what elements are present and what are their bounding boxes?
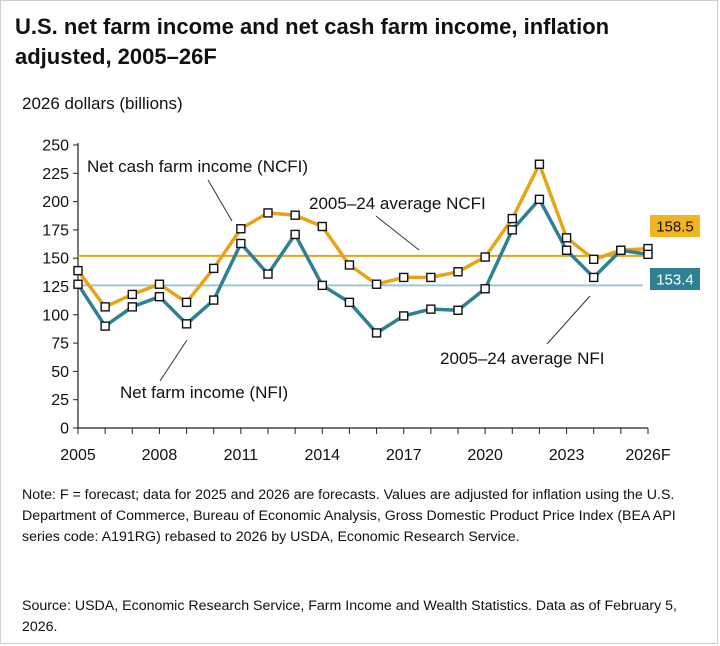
ncfi-point <box>453 267 463 277</box>
ncfi-point <box>290 210 300 220</box>
annotations: Net cash farm income (NCFI)2005–24 avera… <box>87 157 604 402</box>
axes: 0 25 50 75 100 125 150 175 200 225 250 2005 2008 2011… <box>42 138 671 465</box>
nfi-point <box>73 279 83 289</box>
ncfi-series-line <box>76 162 649 309</box>
chart-source: Source: USDA, Economic Research Service,… <box>22 598 677 635</box>
nfi-point <box>480 284 490 294</box>
ncfi-point <box>181 297 192 308</box>
ncfi-point <box>534 159 545 169</box>
nfi-point <box>263 269 273 279</box>
ncfi-point <box>73 265 83 276</box>
ncfi-point <box>589 254 599 265</box>
nfi-point <box>561 245 572 255</box>
nfi-point <box>643 249 653 260</box>
nfi-point <box>100 321 110 331</box>
chart-title: U.S. net farm income and net cash farm i… <box>15 14 610 69</box>
y-tick-label: 125 <box>42 279 69 296</box>
nfi-point <box>426 304 436 314</box>
y-tick-label: 25 <box>51 392 69 409</box>
ncfi-point <box>263 208 273 218</box>
y-tick-label: 75 <box>51 336 69 353</box>
ncfi-annotation: Net cash farm income (NCFI) <box>87 157 308 176</box>
nfi-point <box>399 311 409 321</box>
y-tick-label: 225 <box>42 166 69 183</box>
nfi-point <box>154 291 165 302</box>
y-tick-label: 250 <box>42 138 69 155</box>
avg-ncfi-annotation: 2005–24 average NCFI <box>309 194 486 213</box>
nfi-point <box>507 225 517 235</box>
avg-nfi-annotation: 2005–24 average NFI <box>440 349 604 368</box>
nfi-annotation: Net farm income (NFI) <box>120 383 288 402</box>
ncfi-point <box>344 260 355 270</box>
nfi-point <box>453 305 463 315</box>
y-tick-label: 100 <box>42 307 69 324</box>
ncfi-point <box>399 272 409 283</box>
ncfi-end-badge <box>650 215 700 237</box>
ncfi-point <box>209 263 219 274</box>
nfi-point <box>371 328 382 338</box>
x-tick-label: 2023 <box>549 447 585 464</box>
nfi-point <box>181 319 192 329</box>
avg-nfi-leader-line <box>546 295 591 345</box>
nfi-point <box>534 194 545 205</box>
ncfi-point <box>236 224 246 234</box>
nfi-end-badge <box>650 268 700 290</box>
chart-note: Note: F = forecast; data for 2025 and 20… <box>22 487 676 545</box>
ncfi-point <box>561 233 572 243</box>
nfi-point <box>127 302 137 312</box>
series-group <box>73 159 653 338</box>
end-value-labels: 158.5 153.4 <box>650 215 700 290</box>
nfi-point <box>290 229 300 240</box>
nfi-point <box>317 280 327 291</box>
x-tick-label: 2020 <box>467 447 503 464</box>
y-tick-label: 150 <box>42 251 69 268</box>
y-tick-label: 50 <box>51 364 69 381</box>
ncfi-point <box>100 302 110 312</box>
nfi-point <box>589 272 599 283</box>
y-axis-units-label: 2026 dollars (billions) <box>22 94 183 113</box>
y-tick-label: 175 <box>42 222 69 239</box>
nfi-point <box>236 238 246 249</box>
x-tick-label: 2014 <box>304 447 340 464</box>
ncfi-point <box>317 221 327 232</box>
ncfi-leader-line <box>207 179 233 222</box>
y-tick-label: 0 <box>60 421 69 438</box>
ncfi-point <box>507 213 517 224</box>
x-tick-label: 2005 <box>60 447 96 464</box>
ncfi-point <box>371 279 382 289</box>
avg-ncfi-leader-line <box>375 215 420 251</box>
line-chart: 0 25 50 75 100 125 150 175 200 225 250 2005 2008 2011… <box>42 138 700 465</box>
nfi-point <box>344 297 355 308</box>
x-tick-label: 2008 <box>142 447 178 464</box>
x-tick-label: 2011 <box>224 447 259 464</box>
x-tick-label: 2017 <box>386 447 422 464</box>
nfi-series-line <box>76 197 649 335</box>
nfi-end-value: 153.4 <box>656 272 694 289</box>
nfi-leader-line <box>159 339 188 382</box>
ncfi-point <box>154 279 165 289</box>
reference-lines <box>78 254 643 287</box>
ncfi-point <box>127 289 137 300</box>
y-tick-label: 200 <box>42 194 69 211</box>
ncfi-point <box>426 272 436 283</box>
ncfi-end-value: 158.5 <box>656 219 694 236</box>
nfi-point <box>616 245 626 255</box>
nfi-point <box>209 295 219 305</box>
x-tick-label: 2026F <box>625 447 671 464</box>
ncfi-point <box>480 252 490 262</box>
